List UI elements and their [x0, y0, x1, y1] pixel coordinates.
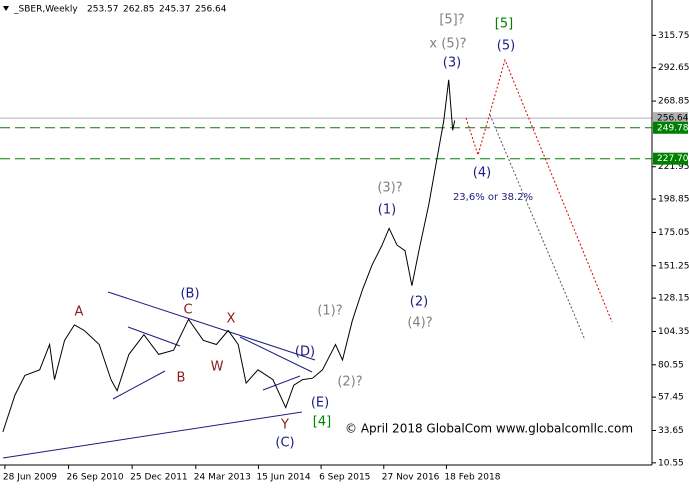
wave-label: 23,6% or 38.2%	[453, 192, 533, 203]
wave-label: (1)	[378, 203, 396, 218]
wave-label: Y	[280, 418, 289, 433]
y-tick-label: 10.55	[658, 458, 684, 468]
low: 245.37	[159, 5, 191, 15]
x-tick-label: 24 Mar 2013	[194, 473, 251, 483]
wave-label: (1)?	[317, 304, 342, 319]
y-tick-label: 268.85	[658, 97, 689, 107]
wave-label: (C)	[275, 436, 294, 451]
wave-label: x (5)?	[429, 37, 466, 52]
y-tick-label: 128.15	[658, 294, 689, 304]
y-tick-label: 292.65	[658, 63, 689, 73]
y-tick-label: 151.25	[658, 261, 689, 271]
y-tick-label: 80.55	[658, 360, 684, 370]
drawings	[2, 58, 613, 459]
x-tick-label: 18 Feb 2018	[444, 473, 500, 483]
level-label: 256.64	[657, 114, 689, 124]
level-label-box	[653, 112, 688, 125]
menu-icon[interactable]	[3, 6, 9, 11]
level-label: 227.70	[657, 154, 689, 164]
wave-label: [5]?	[439, 13, 464, 28]
trendline	[112, 370, 166, 400]
y-tick-label: 315.75	[658, 31, 689, 41]
open: 253.57	[87, 5, 119, 15]
x-tick-label: 28 Jun 2009	[3, 473, 57, 483]
wave-label: (D)	[295, 345, 315, 360]
wave-label: (E)	[311, 396, 329, 411]
close: 256.64	[195, 5, 227, 15]
high: 262.85	[123, 5, 155, 15]
y-tick-label: 33.65	[658, 426, 684, 436]
x-tick-label: 26 Sep 2010	[67, 473, 124, 483]
wave-label: A	[75, 305, 84, 320]
wave-label: (3)?	[377, 181, 402, 196]
x-tick-label: 6 Sep 2015	[319, 473, 370, 483]
x-tick-label: 27 Nov 2016	[382, 473, 440, 483]
wave-label: (2)	[410, 295, 428, 310]
wave-label: C	[183, 303, 192, 318]
wave-label: [4]	[313, 415, 331, 430]
wave-label: W	[211, 360, 224, 375]
wave-label: (2)?	[337, 375, 362, 390]
symbol: _SBER,Weekly	[13, 5, 78, 15]
wave-label: X	[227, 312, 236, 327]
wave-label: (5)	[497, 39, 515, 54]
trendline	[239, 336, 313, 373]
wave-label: [5]	[495, 17, 513, 32]
y-tick-label: 175.05	[658, 228, 689, 238]
wave-label: (4)?	[407, 316, 432, 331]
level-label-box	[653, 121, 688, 134]
y-tick-label: 57.45	[658, 393, 684, 403]
trendline	[262, 375, 301, 391]
x-tick-label: 25 Dec 2011	[130, 473, 188, 483]
wave-label: (4)	[473, 166, 491, 181]
level-label-box	[653, 152, 688, 165]
wave-label: (3)	[443, 56, 461, 71]
wave-label: B	[177, 371, 186, 386]
price-line	[2, 79, 456, 433]
trendline	[107, 291, 316, 361]
projection	[489, 114, 586, 341]
y-tick-label: 221.95	[658, 162, 689, 172]
trendline	[2, 411, 303, 459]
trendline	[127, 326, 181, 347]
y-tick-label: 198.85	[658, 195, 689, 205]
y-tick-label: 104.35	[658, 327, 689, 337]
wave-label: (B)	[180, 287, 199, 302]
copyright: © April 2018 GlobalCom www.globalcomllc.…	[345, 422, 633, 436]
level-label: 249.78	[657, 123, 689, 133]
projection	[465, 58, 613, 323]
x-tick-label: 15 Jun 2014	[256, 473, 310, 483]
